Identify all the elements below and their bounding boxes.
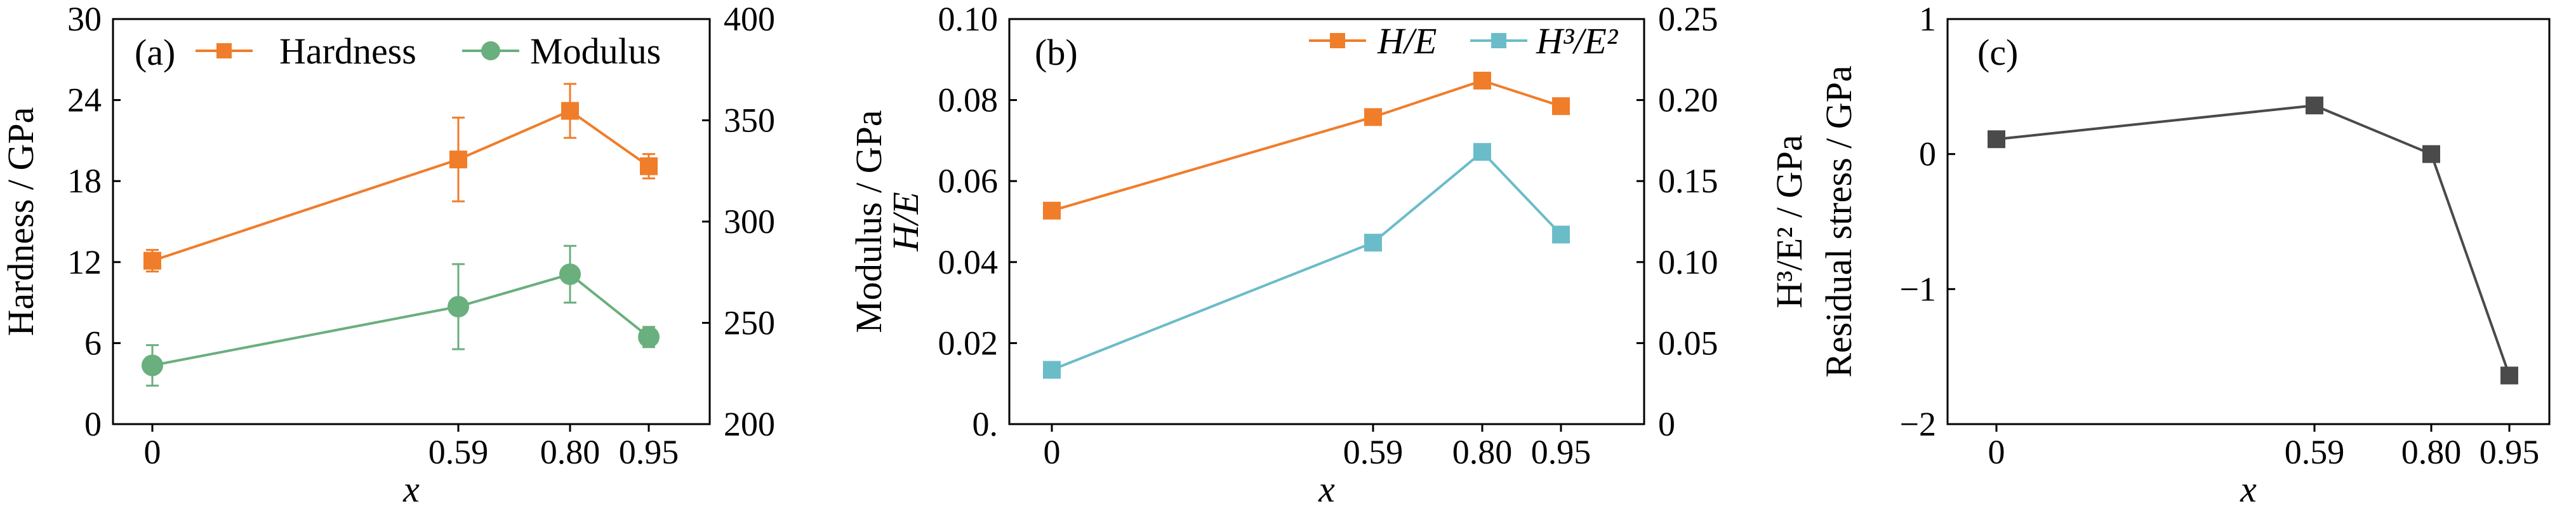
panel-b: 0 0.59 0.80 0.95 0. 0.02 0.04 0.06 0.08 0.10 0 0.05… (885, 0, 1810, 510)
x-tick-label-c: 0.95 (2480, 433, 2540, 471)
y-tick-label-right-b: 0.10 (1658, 243, 1718, 281)
legend-label-hardness: Hardness (279, 30, 416, 72)
data-point-b-h-e (1364, 108, 1382, 126)
data-point-a-modulus (638, 326, 660, 348)
y-tick-label-left-c: −1 (1900, 270, 1936, 308)
series-line-a-modulus (152, 272, 650, 367)
y-tick-label-right-b: 0.25 (1658, 0, 1718, 38)
data-point-b-h-e (1043, 361, 1061, 379)
tick-layer-c: 0 0.59 0.80 0.95 −2 −1 0 1 (1900, 0, 2540, 471)
series-layer-b (1043, 71, 1570, 379)
data-point-a-hardness (640, 157, 658, 175)
data-point-c-series-0 (1988, 130, 2005, 149)
x-tick-label-a: 0.80 (540, 433, 601, 471)
y-tick-label-left-a: 6 (84, 324, 102, 362)
y-tick-label-left-a: 12 (67, 243, 102, 281)
data-point-a-hardness (143, 251, 161, 270)
x-tick-label-c: 0.80 (2401, 433, 2462, 471)
tick-layer-b: 0 0.59 0.80 0.95 0. 0.02 0.04 0.06 0.08 0.10 0 0.05… (938, 0, 1718, 471)
data-point-b-h-e (1043, 201, 1061, 220)
y-tick-label-right-b: 0.20 (1658, 81, 1718, 119)
y-tick-label-left-b: 0.06 (938, 162, 999, 200)
legend-marker-h3-over-e2 (1491, 33, 1506, 48)
legend-b: H/E H³/E² (1309, 20, 1619, 62)
data-point-c-series-0 (2306, 97, 2323, 115)
y-axis-label-left-a: Hardness / GPa (0, 107, 41, 336)
series-line-b-h-e (1051, 79, 1562, 212)
plot-frame-b (1008, 18, 1645, 425)
data-point-b-h-e (1364, 234, 1382, 252)
panel-label-a: (a) (135, 32, 175, 73)
data-point-a-modulus (448, 295, 469, 317)
x-tick-label-b: 0.59 (1343, 433, 1404, 471)
y-tick-label-left-b: 0. (973, 405, 999, 443)
panel-label-c: (c) (1977, 32, 2018, 73)
y-tick-label-right-b: 0 (1658, 405, 1675, 443)
x-tick-label-a: 0 (144, 433, 161, 471)
panel-a: 0 0.59 0.80 0.95 0 6 12 18 24 30 200 250 300 350 400 (… (0, 0, 889, 510)
data-point-a-hardness (449, 150, 467, 169)
data-point-c-series-0 (2422, 145, 2440, 163)
y-tick-label-left-b: 0.10 (938, 0, 999, 38)
x-axis-label-a: x (402, 469, 420, 510)
y-axis-label-right-b: H³/E² / GPa (1769, 135, 1810, 308)
series-line-c-series-0 (1996, 104, 2511, 376)
legend-a: Hardness Modulus (196, 30, 661, 72)
y-tick-label-left-b: 0.08 (938, 81, 999, 119)
legend-marker-modulus (481, 41, 500, 60)
x-tick-label-a: 0.95 (619, 433, 679, 471)
y-tick-label-right-a: 300 (724, 203, 775, 241)
series-layer-c (1988, 97, 2518, 385)
data-point-c-series-0 (2500, 366, 2518, 385)
y-tick-label-left-c: 1 (1919, 0, 1936, 38)
data-point-b-h-e (1473, 143, 1491, 161)
legend-label-h-over-e: H/E (1377, 20, 1437, 62)
y-tick-label-left-b: 0.02 (938, 324, 999, 362)
series-line-a-hardness (152, 109, 650, 262)
series-layer-a (142, 83, 660, 387)
y-tick-label-left-c: 0 (1919, 135, 1936, 173)
y-tick-label-right-a: 200 (724, 405, 775, 443)
y-tick-label-left-a: 18 (67, 162, 102, 200)
legend-marker-hardness (216, 43, 232, 58)
x-tick-label-c: 0.59 (2285, 433, 2345, 471)
x-tick-label-b: 0 (1044, 433, 1061, 471)
y-tick-label-left-a: 24 (67, 81, 102, 119)
panel-c: 0 0.59 0.80 0.95 −2 −1 0 1 (c) x Residual stres… (1818, 0, 2551, 510)
data-point-a-modulus (559, 263, 581, 285)
data-point-b-h-e (1473, 71, 1491, 90)
x-tick-label-b: 0.95 (1531, 433, 1591, 471)
x-tick-label-b: 0.80 (1452, 433, 1513, 471)
data-point-a-modulus (142, 354, 163, 376)
legend-label-h3-over-e2: H³/E² (1536, 20, 1619, 62)
y-tick-label-right-a: 250 (724, 304, 775, 342)
series-line-b-h-e (1051, 150, 1562, 371)
legend-marker-h-over-e (1330, 33, 1345, 48)
x-axis-label-c: x (2240, 469, 2257, 510)
y-axis-label-c: Residual stress / GPa (1818, 65, 1859, 377)
tick-layer-a: 0 0.59 0.80 0.95 0 6 12 18 24 30 200 250 300 350 400 (67, 0, 775, 471)
y-axis-label-left-b: H/E (885, 192, 926, 251)
y-tick-label-right-a: 350 (724, 102, 775, 140)
plot-frame-c (1946, 18, 2551, 425)
y-tick-label-left-c: −2 (1900, 405, 1936, 443)
panel-label-b: (b) (1035, 32, 1078, 73)
plot-frame-a (112, 18, 711, 425)
x-tick-label-a: 0.59 (428, 433, 489, 471)
y-tick-label-left-a: 30 (67, 0, 102, 38)
data-point-b-h-e (1552, 97, 1570, 116)
y-tick-label-left-a: 0 (84, 405, 102, 443)
y-tick-label-left-b: 0.04 (938, 243, 999, 281)
y-axis-label-right-a: Modulus / GPa (848, 110, 889, 333)
y-tick-label-right-b: 0.15 (1658, 162, 1718, 200)
legend-label-modulus: Modulus (530, 30, 661, 72)
x-axis-label-b: x (1318, 469, 1335, 510)
y-tick-label-right-b: 0.05 (1658, 324, 1718, 362)
x-tick-label-c: 0 (1988, 433, 2005, 471)
y-tick-label-right-a: 400 (724, 0, 775, 38)
data-point-b-h-e (1552, 225, 1570, 244)
data-point-a-hardness (561, 102, 579, 120)
